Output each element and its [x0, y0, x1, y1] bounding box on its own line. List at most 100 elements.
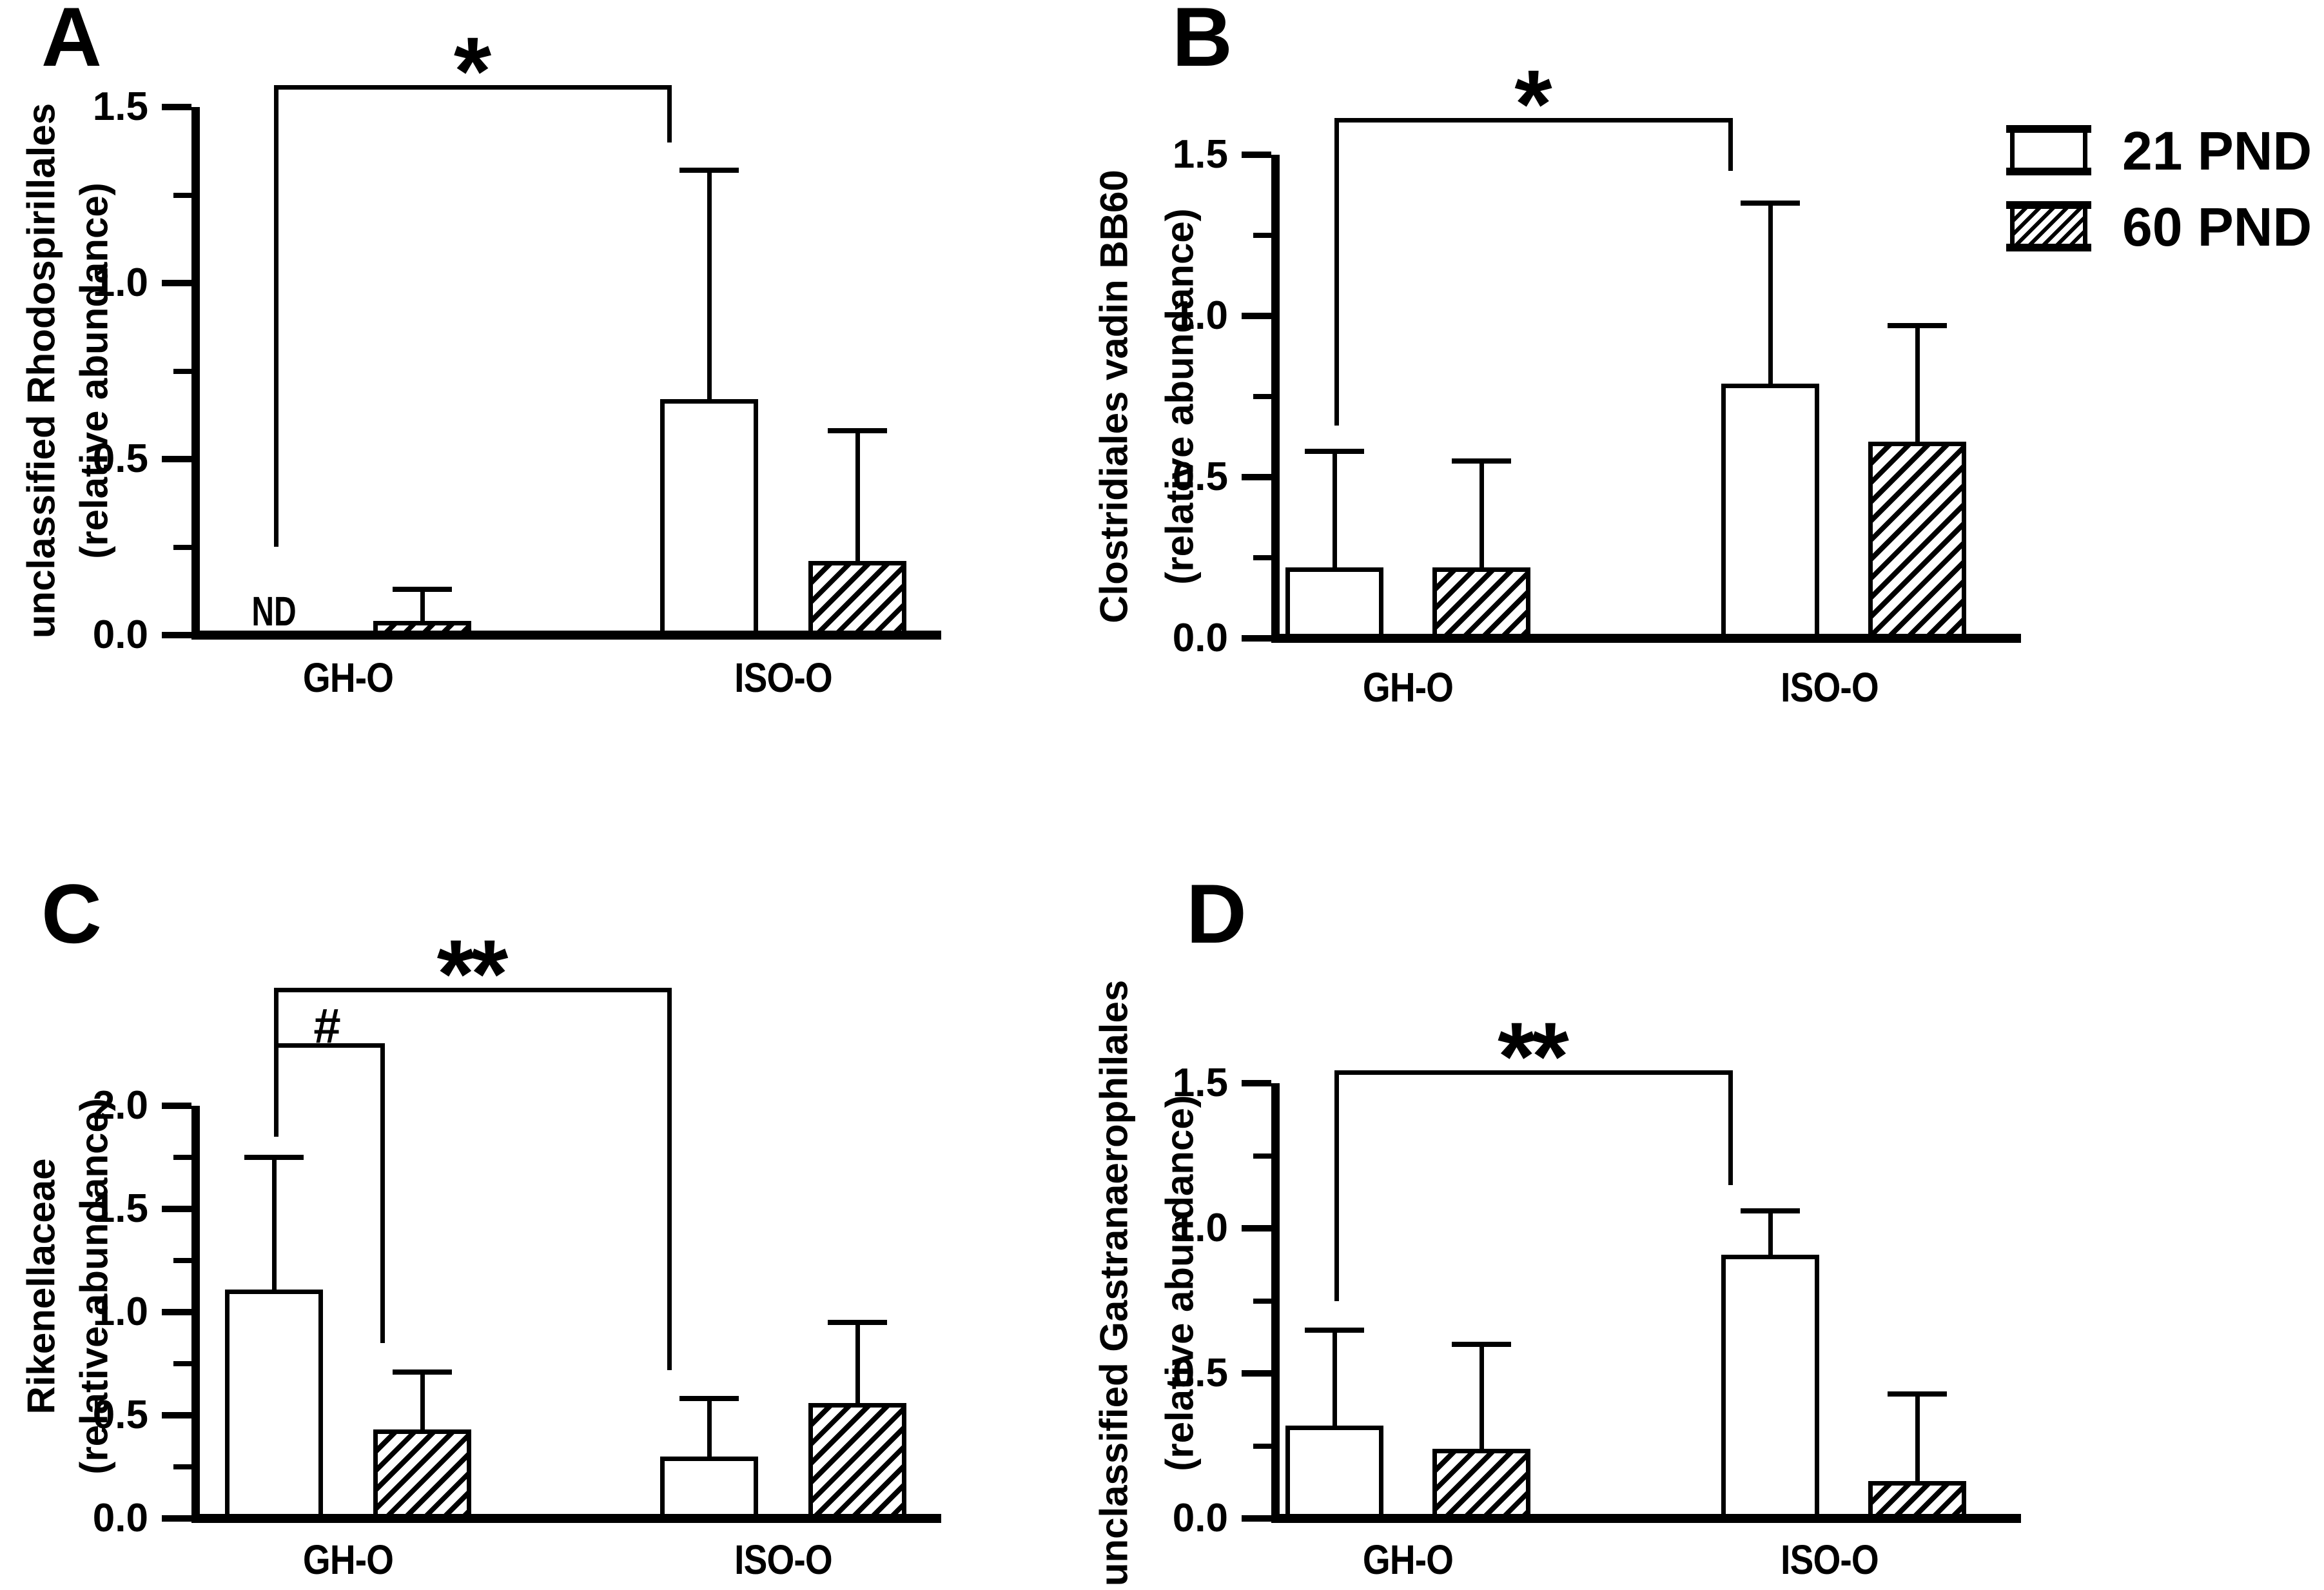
panel-b-bar-gh-o-21pnd	[1285, 567, 1383, 638]
panel-d-sig-bracket-right	[1728, 1070, 1733, 1185]
panel-c-sig-label: #	[313, 999, 341, 1054]
panel-d-bar-gh-o-21pnd	[1285, 1426, 1383, 1518]
panel-c-error-cap	[679, 1396, 739, 1402]
panel-b-sig-bracket-right	[1728, 118, 1733, 171]
panel-d-error-cap	[1888, 1391, 1947, 1397]
panel-d-error-bar	[1768, 1211, 1773, 1255]
panel-a-y-tick	[162, 104, 191, 110]
panel-c-y-axis	[191, 1106, 200, 1523]
panel-d-letter: D	[1186, 867, 1247, 961]
panel-b-sig-bracket-left	[1334, 118, 1339, 426]
panel-d-sig-label: **	[1498, 1001, 1569, 1110]
panel-a-error-bar	[855, 431, 860, 562]
legend-label-21pnd: 21 PND	[2122, 121, 2312, 181]
panel-a-bar-iso-o-60pnd	[808, 561, 906, 635]
panel-a-x-label-iso-o: ISO-O	[734, 654, 833, 701]
panel-a-y-tick-label: 0.5	[92, 437, 148, 481]
panel-c-bar-iso-o-60pnd	[808, 1402, 906, 1518]
panel-b-bar-iso-o-60pnd	[1868, 442, 1966, 638]
panel-a-y-tick	[173, 544, 191, 550]
panel-c-y-tick-label: 0.5	[92, 1393, 148, 1437]
panel-a-y-axis	[191, 107, 200, 640]
panel-d-error-cap	[1305, 1327, 1364, 1333]
panel-c-sig-bracket-right	[380, 1043, 385, 1343]
panel-b-error-cap	[1741, 201, 1800, 206]
panel-c-bar-gh-o-21pnd	[225, 1289, 323, 1518]
panel-c-sig-bracket-left	[274, 1043, 278, 1137]
panel-a-y-tick-label: 1.5	[92, 84, 148, 129]
panel-d-error-cap	[1452, 1342, 1511, 1347]
panel-b-bar-iso-o-21pnd	[1721, 384, 1819, 638]
panel-c-x-label-iso-o: ISO-O	[734, 1536, 833, 1583]
panel-a-error-cap	[393, 587, 452, 593]
panel-b-y-tick	[1242, 152, 1271, 158]
panel-d-y-tick	[1253, 1298, 1271, 1304]
panel-c-error-bar	[272, 1157, 277, 1290]
panel-c-sig-bracket-top	[274, 1043, 385, 1048]
panel-d-x-label-gh-o: GH-O	[1362, 1536, 1454, 1583]
panel-d-y-tick	[1242, 1080, 1271, 1086]
panel-c-bar-gh-o-60pnd	[373, 1429, 471, 1518]
panel-b-y-tick	[1242, 313, 1271, 319]
panel-a-y-tick-label: 0.0	[92, 613, 148, 657]
panel-c-y-tick	[173, 1258, 191, 1263]
panel-c-y-tick	[173, 1155, 191, 1160]
panel-a-y-tick	[173, 368, 191, 374]
panel-a-y-tick	[162, 632, 191, 638]
panel-a-error-bar	[420, 589, 425, 622]
panel-d-y-tick	[1242, 1225, 1271, 1232]
panel-c-y-tick-label: 2.0	[92, 1083, 148, 1128]
panel-c-sig-label: **	[436, 919, 509, 1028]
panel-d-y-tick	[1242, 1515, 1271, 1522]
panel-d-y-tick	[1253, 1153, 1271, 1159]
panel-b-error-bar	[1768, 203, 1773, 384]
panel-d-error-bar	[1479, 1344, 1484, 1449]
panel-b-y-tick	[1242, 635, 1271, 642]
panel-b-error-bar	[1333, 451, 1337, 567]
panel-b-x-label-gh-o: GH-O	[1362, 664, 1454, 711]
panel-d-error-bar	[1333, 1330, 1337, 1426]
legend-label-60pnd: 60 PND	[2122, 197, 2312, 257]
panel-c-y-tick-label: 0.0	[92, 1496, 148, 1540]
panel-c-y-tick	[162, 1103, 191, 1109]
panel-c-x-label-gh-o: GH-O	[302, 1536, 394, 1583]
panel-d-sig-bracket-top	[1334, 1070, 1733, 1075]
panel-b-ylabel-unit: (relative abundance)	[1158, 208, 1202, 585]
panel-a-error-cap	[828, 428, 887, 434]
panel-b-y-tick	[1242, 474, 1271, 480]
panel-a-bar-iso-o-21pnd	[660, 399, 758, 635]
panel-d-y-tick-label: 1.0	[1172, 1206, 1228, 1250]
panel-d-sig-bracket-left	[1334, 1070, 1339, 1301]
panel-d-y-tick-label: 0.5	[1172, 1351, 1228, 1395]
panel-a-nd-label: ND	[251, 588, 297, 634]
panel-c-error-bar	[707, 1399, 712, 1457]
panel-a-error-bar	[707, 170, 712, 400]
panel-d-y-axis	[1271, 1083, 1280, 1523]
panel-b-y-tick	[1253, 555, 1271, 560]
panel-d-x-label-iso-o: ISO-O	[1781, 1536, 1879, 1583]
panel-c-sig-bracket-top	[274, 988, 672, 992]
panel-b-error-cap	[1452, 458, 1511, 464]
panel-c-error-cap	[244, 1155, 304, 1160]
panel-b-error-bar	[1479, 461, 1484, 567]
panel-c-sig-bracket-right	[667, 988, 672, 1370]
panel-a-y-tick	[162, 456, 191, 462]
panel-d-error-bar	[1915, 1393, 1920, 1481]
panel-a-y-tick	[173, 192, 191, 198]
panel-b-ylabel-taxon: Clostridiales vadin BB60	[1092, 170, 1136, 623]
panel-c-x-axis	[191, 1514, 941, 1523]
panel-a-sig-bracket-left	[274, 84, 278, 547]
panel-b-y-tick	[1253, 233, 1271, 238]
panel-b-y-tick-label: 0.5	[1172, 455, 1228, 499]
panel-a-error-cap	[679, 168, 739, 173]
panel-b-x-label-iso-o: ISO-O	[1781, 664, 1879, 711]
panel-d-y-tick	[1253, 1443, 1271, 1449]
panel-c-error-cap	[828, 1320, 887, 1325]
panel-b-y-tick-label: 1.0	[1172, 293, 1228, 338]
panel-d-bar-iso-o-60pnd	[1868, 1480, 1966, 1518]
panel-a-y-tick	[162, 280, 191, 286]
panel-a-y-tick-label: 1.0	[92, 260, 148, 305]
panel-a-letter: A	[41, 0, 102, 84]
panel-d-bar-iso-o-21pnd	[1721, 1254, 1819, 1518]
